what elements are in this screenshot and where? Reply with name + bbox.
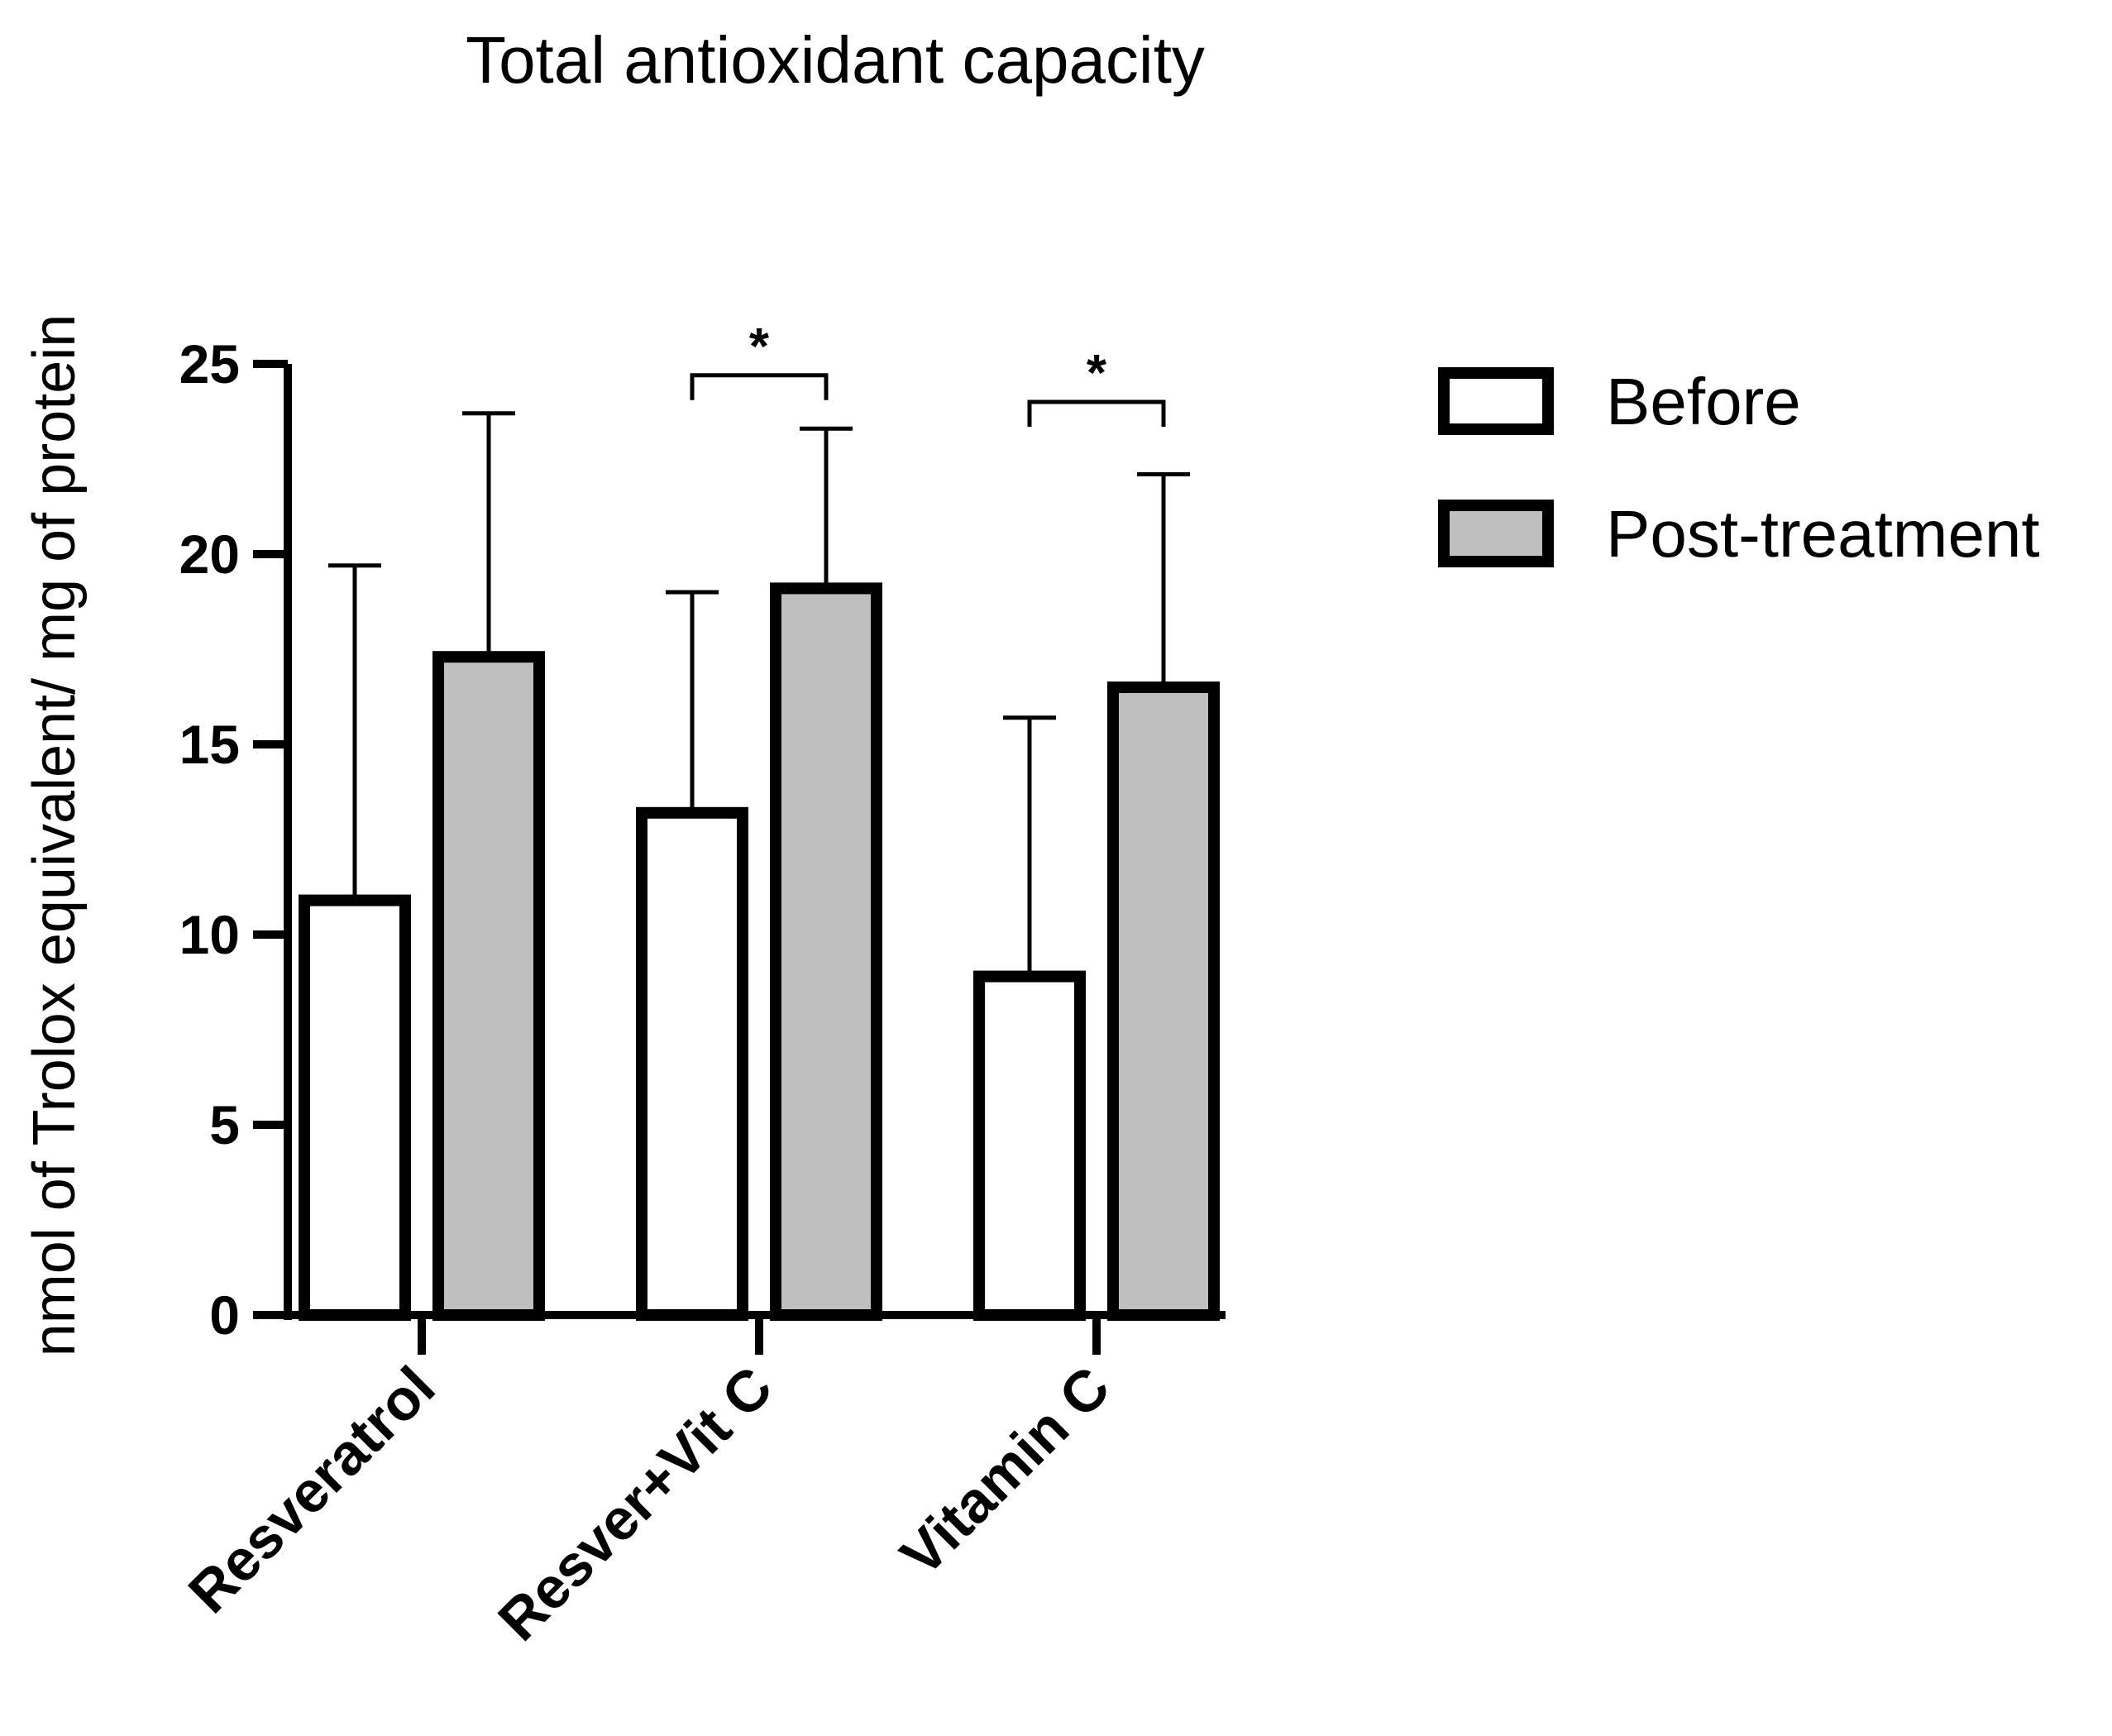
y-tick-label: 10	[179, 904, 240, 965]
x-category-label: Resver+Vit C	[486, 1354, 785, 1652]
legend-swatch-post-treatment	[1438, 500, 1554, 567]
y-tick-label: 0	[209, 1284, 240, 1346]
legend: Before Post-treatment	[1438, 365, 2040, 571]
significance-marker: *	[1087, 345, 1107, 402]
y-tick-label: 5	[209, 1094, 240, 1155]
y-tick-label: 15	[179, 714, 240, 775]
legend-label: Before	[1606, 365, 1801, 438]
x-category-label: Vitamin C	[888, 1354, 1122, 1588]
y-axis-label: nmol of Trolox equivalent/ mg of protein	[22, 314, 88, 1357]
bar-before	[299, 894, 411, 1321]
bar-post-treatment	[770, 582, 882, 1321]
plot-area: 0 5 10 15 20 25 Resveratrol Resver+Vit C Vitamin…	[176, 318, 1226, 1652]
legend-label: Post-treatment	[1606, 497, 2040, 571]
bar-before	[636, 806, 748, 1321]
y-tick-label: 25	[179, 333, 240, 395]
significance-bracket	[690, 373, 829, 400]
legend-swatch-before	[1438, 367, 1554, 435]
y-tick-label: 20	[179, 524, 240, 585]
bar-post-treatment	[1107, 681, 1220, 1321]
bar-post-treatment	[432, 651, 545, 1321]
significance-marker: *	[749, 318, 770, 375]
bar-before	[973, 970, 1086, 1321]
x-category-label: Resveratrol	[176, 1354, 447, 1625]
chart-title: Total antioxidant capacity	[466, 23, 1205, 97]
significance-bracket	[1027, 399, 1166, 427]
